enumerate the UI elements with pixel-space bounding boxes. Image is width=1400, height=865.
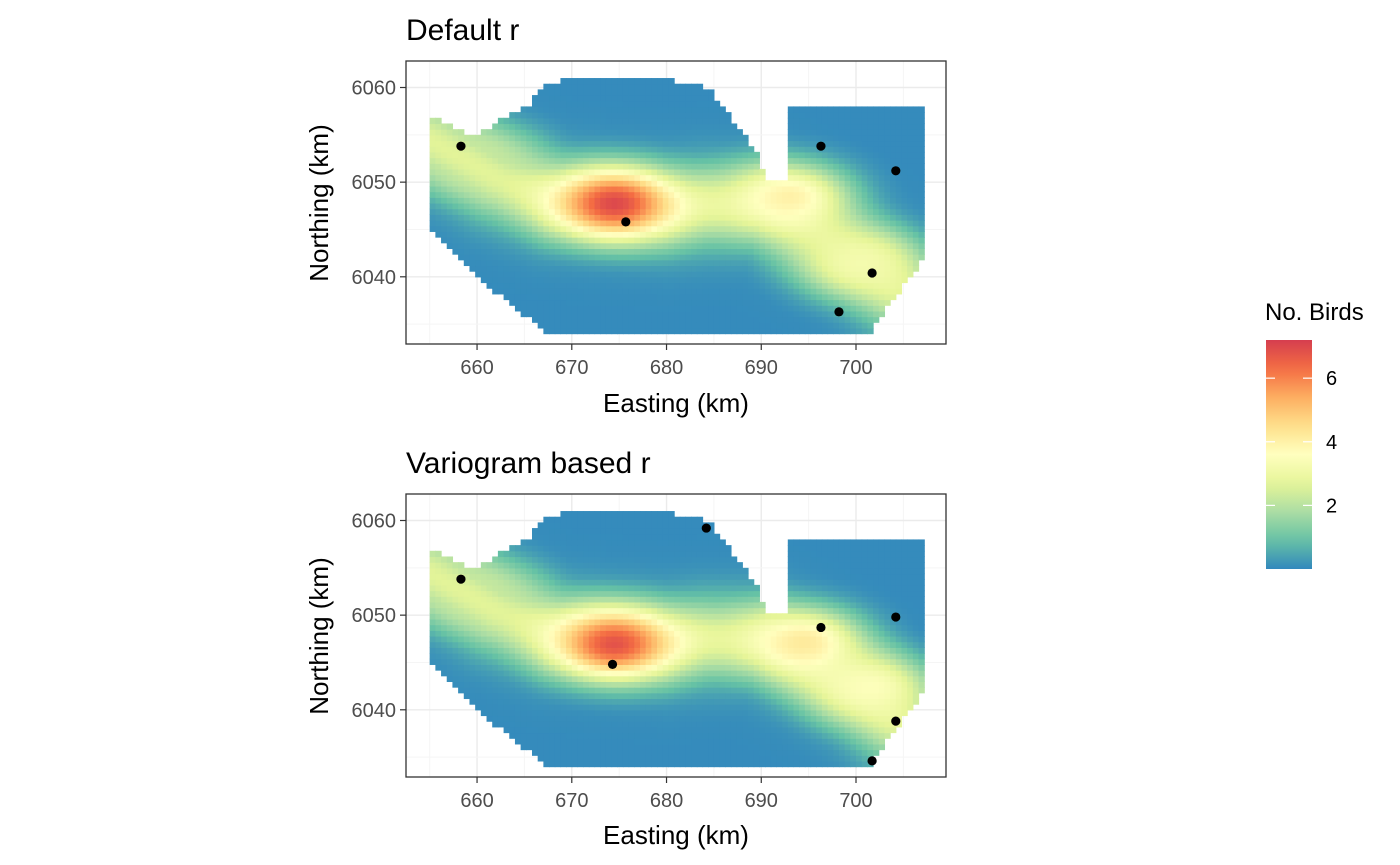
y-axis-ticks: 6040 6050 6060 — [352, 511, 406, 722]
y-tick-label: 6060 — [352, 78, 397, 100]
legend-ticks: 2 4 6 — [1266, 368, 1337, 517]
x-axis-title: Easting (km) — [603, 388, 749, 418]
y-tick-label: 6060 — [352, 511, 397, 533]
survey-point — [834, 307, 844, 317]
x-tick-label: 680 — [650, 357, 683, 379]
survey-point — [456, 574, 466, 584]
x-tick-label: 700 — [839, 790, 872, 812]
survey-point — [456, 141, 466, 151]
panel-default-r: Default r 660 670 680 690 700 6040 6050 6060 E… — [304, 14, 947, 418]
legend-title: No. Birds — [1265, 299, 1364, 326]
y-tick-label: 6050 — [352, 605, 397, 627]
survey-point — [867, 268, 877, 278]
survey-point — [621, 217, 631, 227]
survey-point — [816, 622, 826, 633]
x-tick-label: 700 — [839, 357, 872, 379]
y-axis-title: Northing (km) — [304, 124, 334, 281]
survey-points — [456, 523, 901, 766]
y-axis-ticks: 6040 6050 6060 — [352, 78, 406, 289]
panel-title: Default r — [406, 14, 519, 47]
panel-variogram-r: Variogram based r 660 670 680 690 700 604060… — [304, 447, 947, 850]
x-tick-label: 660 — [460, 790, 493, 812]
survey-point — [607, 659, 618, 669]
survey-point — [701, 523, 711, 533]
x-tick-label: 680 — [650, 790, 683, 812]
survey-point — [867, 756, 877, 766]
x-tick-label: 660 — [460, 357, 493, 379]
x-axis-ticks: 660 670 680 690 700 — [460, 777, 873, 812]
density-surface — [429, 511, 925, 768]
y-axis-title: Northing (km) — [304, 557, 334, 714]
legend-tick-label: 6 — [1326, 368, 1337, 390]
survey-point — [891, 716, 901, 726]
density-surface — [429, 78, 925, 335]
legend-colorbar — [1266, 340, 1312, 569]
survey-points — [456, 141, 901, 317]
panel-border — [405, 60, 947, 345]
x-tick-label: 690 — [745, 790, 778, 812]
survey-point — [891, 166, 901, 176]
panel-title: Variogram based r — [406, 447, 651, 480]
legend: No. Birds 2 4 6 — [1265, 299, 1364, 569]
y-tick-label: 6050 — [352, 172, 397, 194]
x-tick-label: 670 — [555, 357, 588, 379]
survey-point — [816, 141, 826, 151]
y-tick-label: 6040 — [352, 700, 397, 722]
x-axis-ticks: 660 670 680 690 700 — [460, 344, 873, 379]
x-tick-label: 690 — [745, 357, 778, 379]
panel-border — [405, 493, 947, 778]
x-tick-label: 670 — [555, 790, 588, 812]
legend-tick-label: 4 — [1326, 432, 1337, 454]
legend-tick-label: 2 — [1326, 495, 1337, 517]
y-tick-label: 6040 — [352, 267, 397, 289]
x-axis-title: Easting (km) — [603, 820, 749, 850]
survey-point — [891, 612, 901, 622]
